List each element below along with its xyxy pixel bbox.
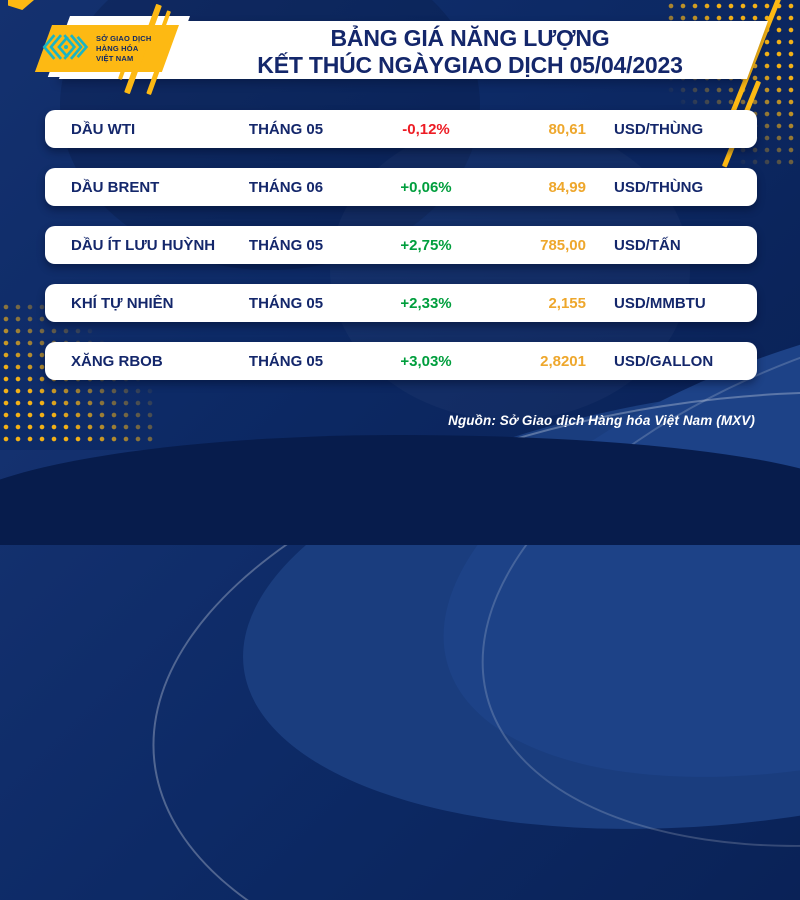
logo-text-line1: SỞ GIAO DỊCH [96, 33, 152, 43]
row-change: +2,75% [400, 236, 452, 254]
price-unit: USD/TẤN [614, 236, 681, 254]
contract-month: THÁNG 05 [248, 352, 324, 370]
table-row: DẦU ÍT LƯU HUỲNH THÁNG 05 +2,75% 785,00 … [45, 226, 757, 264]
contract-month: THÁNG 05 [248, 294, 324, 312]
price-value: 84,99 [548, 178, 586, 196]
table-row: XĂNG RBOB THÁNG 05 +3,03% 2,8201 USD/GAL… [45, 342, 757, 380]
mxv-chevrons-icon [40, 32, 92, 67]
title-line2: KẾT THÚC NGÀYGIAO DỊCH 05/04/2023 [257, 52, 683, 79]
price-value: 2,8201 [540, 352, 586, 370]
logo-text: SỞ GIAO DỊCH HÀNG HÓA VIỆT NAM [96, 34, 151, 64]
table-row: KHÍ TỰ NHIÊN THÁNG 05 +2,33% 2,155 USD/M… [45, 284, 757, 322]
commodity-name: KHÍ TỰ NHIÊN [71, 294, 174, 312]
commodity-name: DẦU ÍT LƯU HUỲNH [71, 236, 216, 254]
title-line1: BẢNG GIÁ NĂNG LƯỢNG [330, 25, 610, 51]
contract-month: THÁNG 05 [248, 236, 324, 254]
price-table: DẦU WTI THÁNG 05 -0,12% 80,61 USD/THÙNG … [45, 110, 757, 400]
table-row: DẦU BRENT THÁNG 06 +0,06% 84,99 USD/THÙN… [45, 168, 757, 206]
page-title: BẢNG GIÁ NĂNG LƯỢNG KẾT THÚC NGÀYGIAO DỊ… [195, 25, 745, 79]
price-unit: USD/GALLON [614, 352, 714, 370]
row-change: -0,12% [402, 120, 450, 138]
logo-text-line3: VIỆT NAM [96, 54, 134, 64]
source-credit: Nguồn: Sở Giao dịch Hàng hóa Việt Nam (M… [448, 413, 755, 428]
commodity-name: XĂNG RBOB [71, 352, 163, 370]
contract-month: THÁNG 05 [248, 120, 324, 138]
contract-month: THÁNG 06 [248, 178, 324, 196]
price-value: 80,61 [548, 120, 586, 138]
price-unit: USD/MMBTU [614, 294, 706, 312]
price-unit: USD/THÙNG [614, 178, 704, 196]
table-row: DẦU WTI THÁNG 05 -0,12% 80,61 USD/THÙNG [45, 110, 757, 148]
background-bottom-wave [0, 435, 800, 545]
commodity-name: DẦU WTI [71, 120, 136, 138]
row-change: +2,33% [400, 294, 452, 312]
mxv-logo: SỞ GIAO DỊCH HÀNG HÓA VIỆT NAM [40, 29, 178, 69]
row-change: +0,06% [400, 178, 452, 196]
commodity-name: DẦU BRENT [71, 178, 160, 196]
price-value: 785,00 [540, 236, 586, 254]
logo-text-line2: HÀNG HÓA [96, 43, 139, 53]
price-unit: USD/THÙNG [614, 120, 704, 138]
row-change: +3,03% [400, 352, 452, 370]
yellow-corner-decoration [8, 0, 34, 10]
price-value: 2,155 [548, 294, 586, 312]
